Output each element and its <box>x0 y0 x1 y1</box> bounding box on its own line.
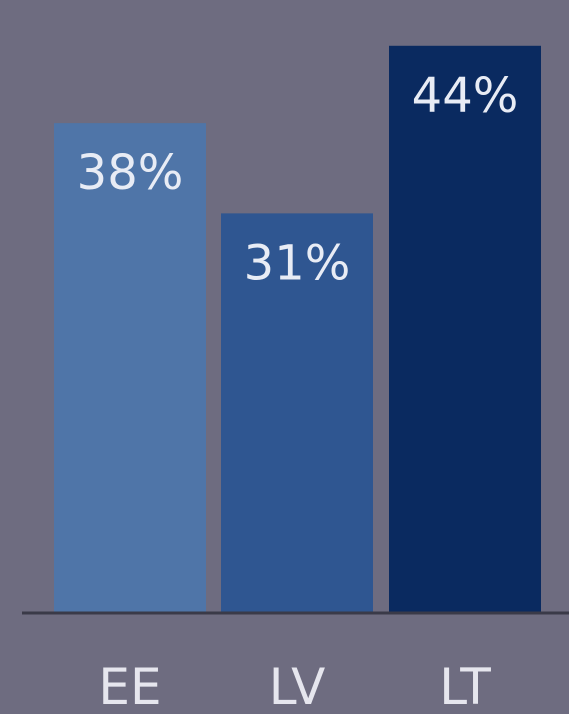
category-label-ee: EE <box>98 658 161 714</box>
value-label-lv: 31% <box>244 235 351 291</box>
labels-layer: 38% EE 31% LV 44% LT <box>77 68 519 714</box>
value-label-ee: 38% <box>77 145 184 201</box>
bars-layer <box>54 45 541 614</box>
bar-lv <box>221 213 373 613</box>
category-label-lv: LV <box>269 658 326 714</box>
category-label-lt: LT <box>439 658 491 714</box>
value-label-lt: 44% <box>412 68 519 124</box>
bar-lt <box>389 45 541 614</box>
bar-ee <box>54 123 206 613</box>
